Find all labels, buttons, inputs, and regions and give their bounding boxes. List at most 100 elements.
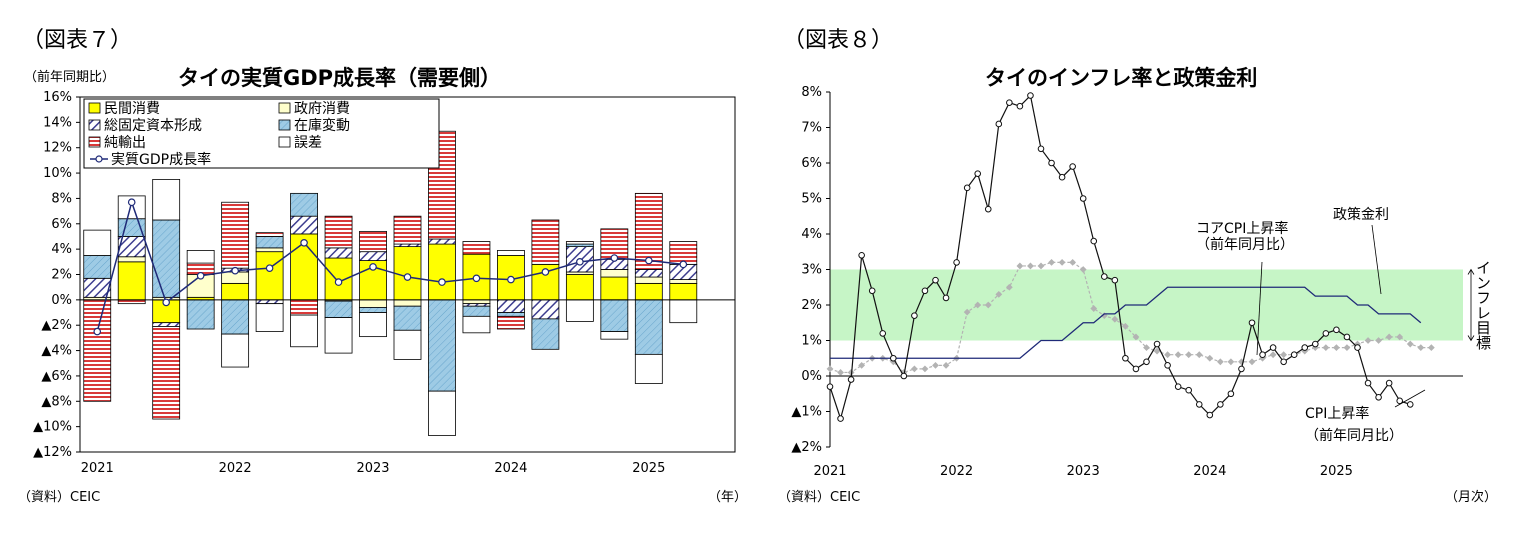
fig7-bar-inventory bbox=[462, 305, 491, 317]
fig7-bar-error bbox=[221, 333, 250, 368]
fig7-bar-inventory bbox=[393, 305, 422, 331]
fig8-target-label: インフレ目標 bbox=[1474, 260, 1492, 350]
fig7-gdp-point bbox=[645, 256, 653, 265]
fig7-legend-label-inventory: 在庫変動 bbox=[294, 117, 350, 134]
fig8-headline-point bbox=[1185, 386, 1192, 394]
fig8-headline-point bbox=[1206, 411, 1214, 419]
fig7-bar-error bbox=[255, 303, 284, 332]
fig8-policy-line bbox=[830, 286, 1422, 359]
fig7-bar-gfcf bbox=[634, 269, 663, 278]
fig7-bar-government bbox=[393, 299, 422, 307]
fig7-bar-error bbox=[428, 390, 456, 436]
fig8-headline-point bbox=[1396, 397, 1403, 405]
fig7-year-label: 2025 bbox=[632, 461, 665, 476]
fig8-ytick-label: 5% bbox=[801, 192, 822, 207]
fig8-core-point bbox=[1417, 344, 1425, 351]
fig7-bar-netexports bbox=[324, 215, 353, 249]
fig7-gdp-point bbox=[403, 273, 412, 281]
fig7-bar-inventory bbox=[634, 299, 663, 355]
fig8-year-label: 2023 bbox=[1067, 464, 1100, 479]
fig7-legend-label-government: 政府消費 bbox=[294, 101, 350, 117]
fig8-headline-point bbox=[1343, 333, 1351, 341]
fig8-core-point bbox=[1375, 337, 1382, 344]
fig8-headline-point bbox=[1101, 273, 1108, 280]
fig8-headline-point bbox=[1406, 401, 1414, 408]
fig7-bar-gfcf bbox=[255, 299, 284, 305]
fig8-core-point bbox=[1111, 315, 1119, 323]
fig8-core-point bbox=[942, 361, 950, 369]
fig7-bar-government bbox=[117, 256, 146, 263]
fig7-year-label: 2023 bbox=[356, 461, 389, 476]
fig8-core-point bbox=[1174, 351, 1182, 359]
fig7-bar-error bbox=[565, 299, 594, 322]
fig7-year-label: 2024 bbox=[494, 461, 527, 476]
fig8-core-point bbox=[932, 361, 939, 369]
fig8-headline-point bbox=[847, 376, 855, 383]
fig7-bar-government bbox=[255, 247, 284, 253]
fig8-policy-leader bbox=[1371, 224, 1382, 295]
fig7-bar-inventory bbox=[324, 300, 353, 319]
fig8-core-point bbox=[1005, 283, 1013, 291]
fig8-headline-point bbox=[1132, 365, 1140, 373]
fig8-headline-point bbox=[1259, 351, 1266, 359]
fig7-legend-swatch-inventory bbox=[278, 119, 291, 131]
fig8-core-point bbox=[1216, 358, 1224, 366]
fig7-legend-label-netexports: 純輸出 bbox=[104, 135, 146, 151]
fig8-headline-leader bbox=[1394, 389, 1426, 408]
fig8-headline-point bbox=[879, 330, 887, 337]
fig8-core-point bbox=[1037, 262, 1045, 270]
fig8-core-point bbox=[921, 365, 929, 373]
fig8-headline-point bbox=[1111, 276, 1119, 284]
fig8-core-point bbox=[1427, 344, 1435, 351]
fig8-core-point bbox=[1343, 344, 1351, 351]
fig8-core-label-line: コアCPI上昇率 bbox=[1196, 220, 1288, 237]
fig8-headline-point bbox=[1143, 358, 1150, 366]
fig8-chart: 8% 7% 6% 5% 4% 3% 2% 1% 0% ▲1% ▲2% 2021 2022 2023 2024… bbox=[791, 85, 1492, 479]
fig7-bar-netexports bbox=[83, 299, 112, 402]
fig8-core-point bbox=[1027, 262, 1034, 270]
fig8-headline-point bbox=[1027, 92, 1034, 99]
fig7-legend-swatch-gfcf bbox=[88, 119, 101, 131]
fig8-headline-point bbox=[1037, 145, 1045, 153]
fig7-ytick-label: 2% bbox=[51, 268, 72, 283]
fig8-core-point bbox=[995, 290, 1003, 298]
fig8-headline-point bbox=[1058, 173, 1066, 181]
fig7-bar-error bbox=[117, 195, 146, 220]
fig7-gdp-point bbox=[576, 258, 584, 266]
fig8-headline-point bbox=[1069, 163, 1076, 170]
fig7-ytick-label: ▲12% bbox=[33, 445, 72, 460]
fig8-headline-point bbox=[1238, 365, 1245, 373]
fig7-bar-netexports bbox=[359, 230, 387, 253]
fig7-bar-private bbox=[393, 246, 422, 301]
fig7-bar-government bbox=[462, 299, 491, 305]
fig8-headline-point bbox=[868, 287, 876, 295]
fig7-chart: 16% 14% 12% 10% 8% 6% 4% 2% 0% ▲2% ▲4% ▲6% ▲8% ▲10% ▲1… bbox=[33, 90, 736, 476]
fig8-ytick-label: ▲2% bbox=[791, 440, 822, 455]
fig7-gdp-line bbox=[96, 199, 684, 332]
fig8-headline-point bbox=[911, 312, 918, 319]
fig7-legend-label-gdp: 実質GDP成長率 bbox=[111, 151, 211, 168]
fig7-bar-error bbox=[359, 312, 387, 338]
fig7-bar-inventory bbox=[290, 192, 318, 217]
fig7-bar-netexports bbox=[497, 315, 525, 330]
fig7-gdp-point bbox=[196, 271, 205, 280]
fig7-legend-swatch-netexports bbox=[88, 136, 101, 148]
fig8-headline-point bbox=[1048, 159, 1055, 167]
fig8-core-point bbox=[1195, 351, 1203, 359]
fig7-bar-netexports bbox=[600, 228, 629, 260]
fig8-headline-label-line: CPI上昇率 bbox=[1305, 405, 1369, 422]
fig7-bar-netexports bbox=[565, 241, 594, 245]
fig7-source: （資料）CEIC bbox=[18, 490, 101, 505]
fig7-bar-error bbox=[462, 315, 491, 334]
fig8-headline-point bbox=[984, 205, 992, 213]
fig8-core-point bbox=[911, 365, 918, 373]
fig8-headline-point bbox=[837, 415, 844, 422]
fig8-year-label: 2024 bbox=[1193, 464, 1226, 479]
fig8-label: （図表８） bbox=[783, 28, 894, 53]
fig7-gdp-point bbox=[334, 278, 343, 286]
fig7-year-label: 2021 bbox=[81, 461, 114, 476]
fig7-ytick-label: 8% bbox=[51, 191, 72, 206]
fig7-gdp-point bbox=[127, 198, 136, 207]
fig7-legend-label-error: 誤差 bbox=[294, 135, 322, 151]
fig8-headline-point bbox=[1269, 344, 1277, 351]
